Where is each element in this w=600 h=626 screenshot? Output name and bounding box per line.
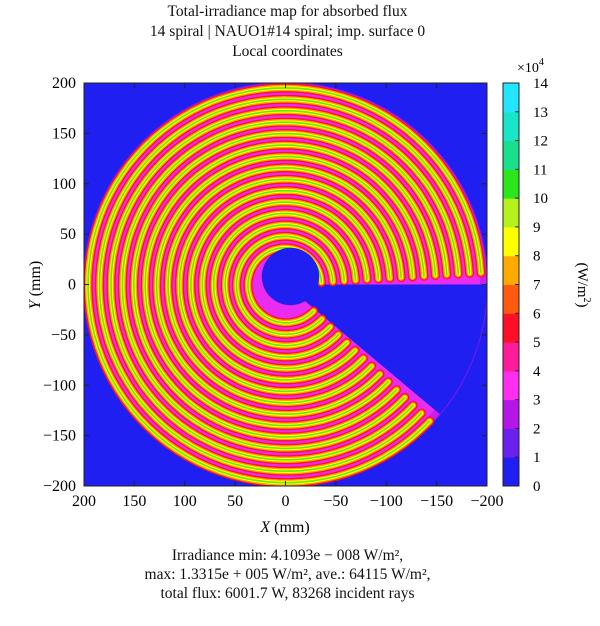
colorbar-tick-label: 3 — [533, 393, 541, 409]
y-tick-label: 200 — [52, 75, 76, 92]
colorbar-tick-label: 5 — [533, 335, 541, 351]
spiral-heatmap — [84, 83, 487, 486]
y-tick-label: −150 — [43, 428, 76, 445]
x-tick-label: 50 — [227, 493, 243, 510]
spiral-arm-peak — [110, 109, 459, 461]
colorbar-tick-label: 1 — [533, 450, 541, 466]
colorbar-swatch — [503, 169, 519, 199]
y-tick-label: 150 — [52, 125, 76, 142]
y-tick-label: 50 — [60, 226, 76, 243]
colorbar-swatch — [503, 226, 519, 257]
spiral-arm-peak — [155, 155, 414, 415]
spiral-arm-peak — [201, 201, 368, 370]
spiral-arm-peak — [87, 87, 482, 484]
colorbar-tick-label: 11 — [533, 162, 547, 178]
x-tick-label: −100 — [370, 493, 403, 510]
colorbar-tick-label: 13 — [533, 105, 548, 121]
spiral-arm-peak — [178, 178, 391, 393]
x-axis-ticks: 200 150 100 50 0 −50 −100 −150 −200 — [72, 83, 504, 510]
spiral-arm-peak — [98, 98, 471, 472]
chart-title-line-3: Local coordinates — [232, 43, 343, 60]
irradiance-chart: 200 150 100 50 0 −50 −100 −150 −200 200150100500… — [27, 57, 592, 536]
y-tick-label: −100 — [43, 377, 76, 394]
colorbar-swatch — [503, 198, 519, 228]
spiral-arm-peak — [144, 144, 425, 427]
y-axis-label: Y (mm) — [27, 261, 44, 309]
colorbar-swatch — [503, 342, 519, 372]
chart-title-line-1: Total-irradiance map for absorbed flux — [167, 3, 408, 20]
x-tick-label: 200 — [72, 493, 96, 510]
colorbar-swatch — [503, 140, 519, 170]
colorbar-tick-label: 0 — [533, 479, 541, 495]
colorbar-swatch — [503, 83, 519, 113]
colorbar-tick-label: 2 — [533, 421, 541, 437]
spiral-arm-peak — [167, 167, 402, 404]
y-tick-label: −200 — [43, 478, 76, 495]
colorbar-tick-label: 8 — [533, 249, 541, 265]
colorbar-swatch — [503, 370, 519, 401]
colorbar-tick-label: 9 — [533, 220, 541, 236]
colorbar-tick-label: 7 — [533, 278, 541, 294]
colorbar-swatch — [503, 111, 519, 142]
colorbar-swatch — [503, 399, 519, 429]
x-tick-label: −150 — [420, 493, 453, 510]
caption-line-1: Irradiance min: 4.1093e − 008 W/m², — [171, 547, 404, 564]
colorbar-swatch — [503, 428, 519, 458]
x-tick-label: 150 — [122, 493, 146, 510]
caption-line-2: max: 1.3315e + 005 W/m², ave.: 64115 W/m… — [144, 566, 431, 583]
spiral-center-hole — [261, 247, 320, 306]
spiral-arm-peak — [121, 121, 448, 450]
colorbar-swatch — [503, 255, 519, 285]
caption-line-3: total flux: 6001.7 W, 83268 incident ray… — [160, 585, 415, 602]
colorbar-swatch — [503, 457, 519, 487]
spiral-arm-peak — [235, 235, 334, 336]
x-tick-label: −50 — [323, 493, 348, 510]
spiral-arm-peak — [212, 212, 357, 358]
y-tick-label: 0 — [68, 277, 76, 294]
colorbar-swatch — [503, 313, 519, 343]
colorbar-tick-label: 6 — [533, 306, 541, 322]
x-tick-label: 0 — [282, 493, 290, 510]
colorbar-tick-label: 4 — [533, 364, 541, 380]
colorbar-tick-label: 12 — [533, 134, 548, 150]
x-axis-label: X (mm) — [259, 519, 309, 536]
spiral-arm-peak — [133, 132, 437, 438]
colorbar-label: (W/m2) — [574, 263, 592, 308]
spiral-arm-peak — [190, 189, 380, 381]
colorbar-swatch — [503, 284, 519, 314]
chart-title-line-2: 14 spiral | NAUO1#14 spiral; imp. surfac… — [149, 23, 426, 40]
colorbar-tick-label: 10 — [533, 191, 548, 207]
colorbar-multiplier: ×104 — [517, 57, 544, 76]
spiral-arm-peak — [224, 224, 345, 347]
x-tick-label: 100 — [173, 493, 197, 510]
y-tick-label: 100 — [52, 176, 76, 193]
y-tick-label: −50 — [51, 327, 76, 344]
x-tick-label: −200 — [470, 493, 503, 510]
spiral-gap — [285, 284, 487, 415]
y-axis-ticks: 200 150 100 50 0 −50 −100 −150 −200 — [43, 75, 487, 495]
colorbar-tick-label: 14 — [533, 76, 549, 92]
